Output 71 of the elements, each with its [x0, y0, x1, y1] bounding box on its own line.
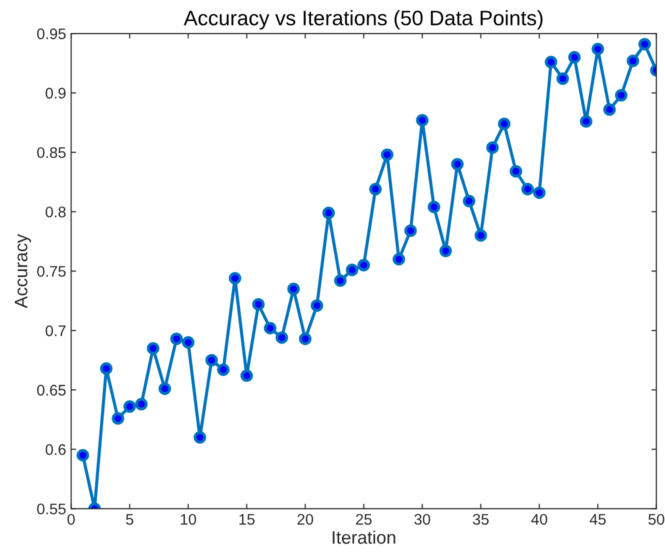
x-tick-label: 20: [298, 514, 314, 525]
point: [428, 200, 440, 214]
x-tick-label: 50: [648, 514, 664, 525]
x-tick-label: 35: [472, 514, 489, 525]
point: [392, 252, 406, 266]
point: [158, 382, 172, 395]
y-tick-label: 0.8: [46, 206, 66, 218]
point: [76, 448, 90, 462]
x-tick-label: 45: [590, 514, 606, 525]
point: [556, 72, 569, 85]
point: [322, 206, 335, 220]
point: [252, 298, 265, 311]
point: [228, 272, 242, 284]
x-tick-label: 30: [414, 514, 430, 525]
point: [123, 400, 136, 413]
y-tick-label: 0.6: [46, 444, 66, 455]
point: [533, 186, 546, 199]
point: [498, 118, 510, 130]
point: [182, 336, 194, 349]
point: [334, 274, 347, 287]
point: [521, 182, 534, 196]
point: [568, 51, 581, 64]
y-tick-label: 0.65: [37, 384, 66, 396]
y-axis-title: Accuracy: [14, 234, 32, 308]
point: [276, 331, 288, 344]
x-tick-label: 40: [531, 514, 548, 525]
point: [580, 115, 592, 128]
point: [603, 103, 616, 116]
x-tick-label: 25: [356, 514, 372, 525]
point: [135, 398, 148, 410]
point: [380, 148, 394, 161]
point: [240, 369, 253, 382]
y-tick-label: 0.85: [37, 147, 66, 158]
point: [358, 258, 370, 272]
point: [404, 224, 417, 237]
point: [298, 332, 312, 346]
point: [614, 89, 628, 102]
point: [486, 141, 499, 154]
x-tick-label: 5: [126, 514, 134, 525]
point: [146, 342, 160, 355]
point: [264, 322, 276, 334]
point: [510, 165, 522, 178]
y-tick-label: 0.75: [37, 266, 66, 277]
x-axis-title: Iteration: [332, 530, 396, 544]
chart-title: Accuracy vs Iterations (50 Data Points): [184, 10, 543, 30]
point: [638, 38, 651, 50]
x-tick-label: 10: [180, 514, 196, 525]
y-tick-label: 0.55: [37, 504, 66, 514]
point: [287, 282, 300, 296]
y-tick-label: 0.9: [46, 88, 66, 99]
point: [439, 244, 452, 258]
point: [462, 194, 476, 208]
point: [346, 264, 358, 276]
point: [592, 42, 604, 56]
point: [112, 412, 124, 425]
point: [217, 363, 230, 376]
point: [544, 56, 558, 68]
point: [369, 182, 382, 196]
point: [626, 54, 640, 68]
point: [194, 431, 206, 444]
point: [170, 332, 183, 346]
x-tick-label: 15: [239, 514, 255, 525]
point: [451, 158, 464, 170]
y-tick-label: 0.7: [46, 325, 66, 336]
point: [474, 229, 488, 242]
point: [310, 299, 324, 312]
point: [205, 354, 218, 366]
point: [416, 114, 429, 127]
x-tick-label: 0: [68, 514, 75, 525]
y-tick-label: 0.95: [37, 28, 66, 40]
point: [100, 362, 113, 375]
